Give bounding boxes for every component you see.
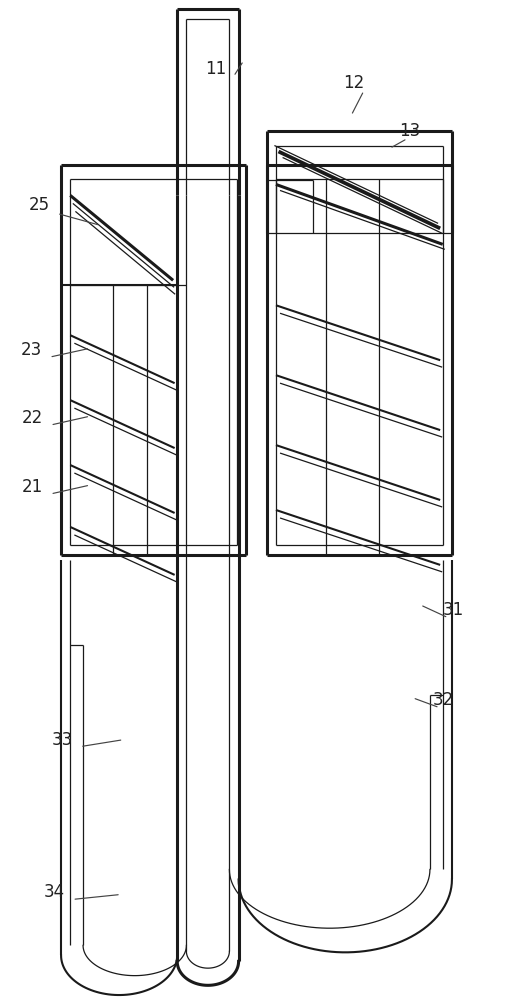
Text: 21: 21 xyxy=(22,478,43,496)
Text: 23: 23 xyxy=(21,341,42,359)
Text: 12: 12 xyxy=(343,74,364,92)
Text: 11: 11 xyxy=(205,60,226,78)
Text: 34: 34 xyxy=(44,883,65,901)
Text: 22: 22 xyxy=(22,409,43,427)
Text: 31: 31 xyxy=(443,601,464,619)
Text: 32: 32 xyxy=(432,691,454,709)
Text: 13: 13 xyxy=(399,122,421,140)
Text: 25: 25 xyxy=(29,196,50,214)
Text: 33: 33 xyxy=(51,731,73,749)
